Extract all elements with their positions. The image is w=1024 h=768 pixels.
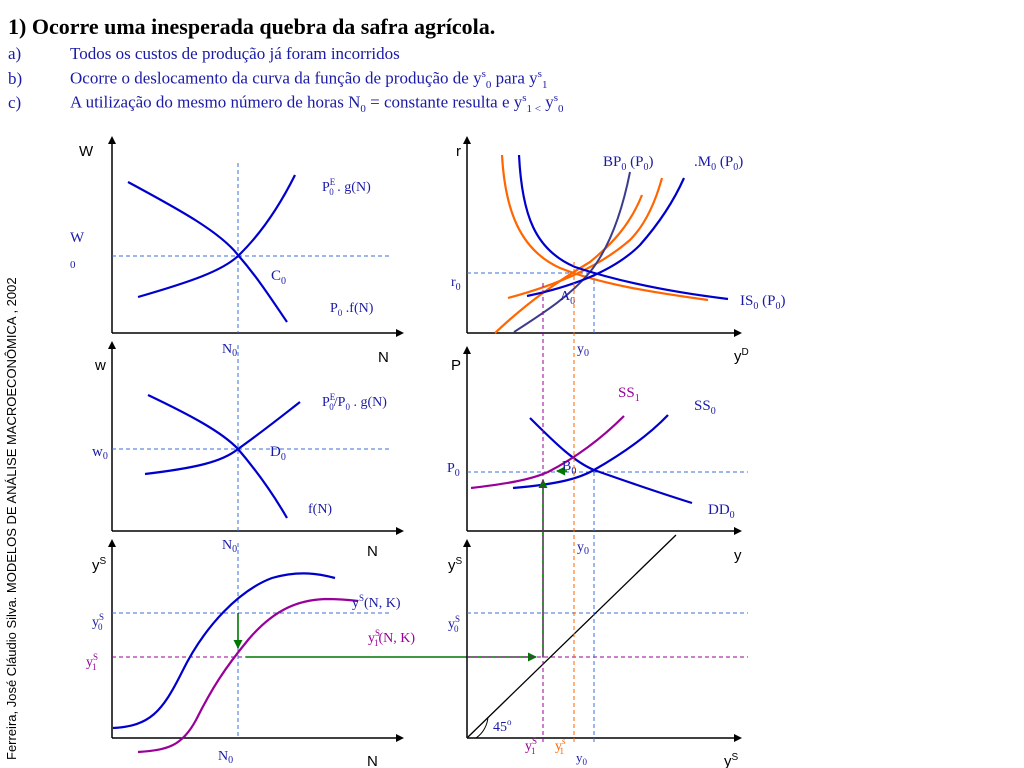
item-b: b) Ocorre o deslocamento da curva da funç…	[8, 68, 547, 91]
ys1-label: yS 1	[86, 652, 98, 672]
item-a-text: Todos os custos de produção já foram inc…	[70, 44, 400, 63]
axis-label-ys: yS	[448, 556, 463, 574]
angle-arc	[475, 716, 489, 739]
curve-ys0	[112, 572, 336, 730]
curve-is	[517, 154, 729, 301]
item-b-text2: para y	[491, 68, 538, 88]
item-b-label: b)	[8, 68, 23, 88]
curve-ys1	[137, 597, 359, 754]
curve-demand	[147, 394, 288, 519]
supply-label: P0 .f(N)	[330, 301, 374, 318]
item-c-text: A utilização do mesmo número de horas N	[70, 92, 361, 112]
item-c: c) A utilização do mesmo número de horas …	[8, 92, 564, 115]
point-c0: C0	[271, 268, 286, 287]
ss0-label: SS0	[694, 398, 716, 417]
item-a-label: a)	[8, 44, 22, 63]
author-credit: Ferreira, José Cláudio Silva. MODELOS DE…	[4, 277, 19, 760]
panel-forty-five: yS yS 45o yS 0 yS 1 ys 1 y0	[448, 479, 748, 768]
item-c-sup2: s	[522, 92, 527, 104]
axis-label-n: N	[378, 349, 389, 366]
dd0-label: DD0	[708, 502, 735, 521]
panel-real-wage: w N w0 N0 PE 0/P0 . g(N) f(N) D0	[92, 341, 404, 560]
point-a0: A0	[560, 289, 575, 307]
supply-label: f(N)	[308, 502, 332, 517]
item-a: a) Todos os custos de produção já foram i…	[8, 44, 400, 64]
item-c-sub3: 0	[558, 103, 564, 116]
point-d0: D0	[270, 444, 286, 463]
axis-label-ys: yS	[92, 556, 107, 574]
panel-production: yS N yS 0 yS 1 N0 yS(N, K) yS 1(N, K)	[86, 539, 415, 768]
angle-label: 45o	[493, 717, 512, 735]
demand-label: PE 0 . g(N)	[322, 177, 371, 197]
axis-label-xs: yS	[724, 752, 739, 768]
p0-label: P0	[447, 461, 460, 479]
w0-sub: 0	[70, 259, 76, 271]
curve-ss1	[470, 415, 625, 490]
lm-label: .M0 (P0)	[694, 154, 743, 173]
item-b-sub2: 1	[541, 79, 548, 92]
item-b-text: Ocorre o deslocamento da curva da função…	[70, 68, 482, 88]
y0-label: y0	[577, 540, 589, 557]
axis-label-n: N	[367, 543, 378, 560]
is-label: IS0 (P0)	[740, 293, 785, 312]
item-c-text2: = constante resulta e y	[365, 92, 523, 112]
n0-label: N0	[222, 342, 237, 359]
curve-supply	[137, 174, 296, 299]
item-c-sup3: s	[553, 92, 559, 104]
item-b-sup: s	[481, 68, 486, 80]
point-b0: B0	[562, 459, 576, 477]
curve-bp	[513, 171, 631, 333]
demand-label: PE 0/P0 . g(N)	[322, 392, 387, 412]
x-y0-label: y0	[576, 750, 588, 767]
x-y1-orange-label: ys 1	[555, 736, 566, 756]
ys0-curve-label: yS(N, K)	[352, 593, 401, 611]
axis-label-yd: yD	[734, 347, 749, 365]
item-c-text3: y	[541, 92, 554, 112]
item-c-sub2: 1 <	[526, 103, 542, 116]
ss1-label: SS1	[618, 385, 640, 404]
w0-label: w0	[92, 444, 108, 462]
n0-label: N0	[218, 749, 233, 766]
item-b-sup2: s	[537, 68, 542, 80]
item-c-sub: 0	[360, 103, 366, 116]
curve-supply	[144, 401, 301, 476]
axis-label-w: W	[79, 143, 94, 160]
axis-label-y: y	[734, 547, 742, 564]
bp-label: BP0 (P0)	[603, 154, 653, 173]
slide-title: 1) Ocorre uma inesperada quebra da safra…	[8, 14, 496, 39]
panel-is-lm-bp: r yD r0 y0 A0 BP0 (P0) .M0 (P0) IS0 (P0)	[451, 136, 785, 365]
ys1-curve-label: yS 1(N, K)	[368, 628, 415, 648]
axis-label-n: N	[367, 753, 378, 768]
axis-label-p: P	[451, 357, 461, 374]
axis-label-w: w	[94, 357, 106, 374]
curve-lm	[526, 177, 686, 298]
w0-label: W	[70, 230, 85, 246]
curve-orange-lm	[494, 194, 644, 334]
forty-five-line	[467, 534, 677, 738]
axis-label-r: r	[456, 143, 461, 160]
curve-orange-bp	[507, 177, 664, 300]
x-ys1-label: yS 1	[525, 736, 537, 756]
ys0-label: yS 0	[92, 612, 104, 632]
item-c-label: c)	[8, 92, 22, 112]
panel-ad-as: P y P0 y0 B0 SS1 SS0 DD0	[447, 346, 748, 564]
curve-demand	[127, 181, 288, 323]
n0-label: N0	[222, 538, 237, 555]
panel-labor-market: W N W 0 N0 PE 0 . g(N) P0 .f(N) C0	[70, 136, 404, 366]
r0-label: r0	[451, 275, 461, 293]
item-b-sub: 0	[485, 79, 492, 92]
curve-ss0	[512, 414, 669, 490]
curve-orange-is	[500, 154, 709, 302]
ys0-label: yS 0	[448, 614, 460, 634]
y0-label: y0	[577, 342, 589, 359]
